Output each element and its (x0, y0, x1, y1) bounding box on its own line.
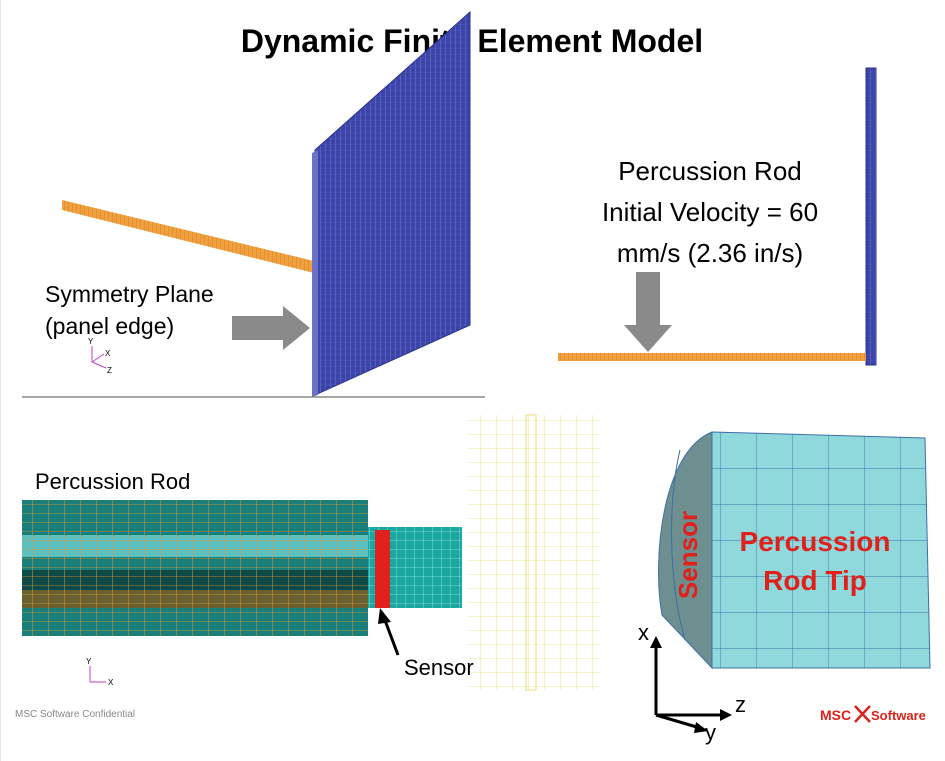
logo-text: Software (871, 708, 926, 723)
confidential: MSC Software Confidential (15, 709, 135, 720)
axis-label: z (735, 692, 746, 717)
label-line: (panel edge) (45, 313, 174, 339)
axis-triad (90, 666, 106, 682)
label-line: Percussion Rod (618, 156, 802, 186)
label-line: mm/s (2.36 in/s) (617, 238, 803, 268)
panel-edge (312, 150, 318, 397)
logo-mark (855, 706, 870, 722)
axis-label: Y (88, 337, 94, 346)
arrow (232, 306, 310, 350)
logo-text: MSC (820, 707, 851, 723)
bottom-right-view: Sensor Percussion Rod Tip x z y (638, 432, 930, 745)
rod-mesh (22, 500, 368, 636)
tip-label: Percussion (740, 526, 891, 557)
callout: Sensor (404, 655, 474, 680)
label-line: Initial Velocity = 60 (602, 197, 818, 227)
top-left-view: Symmetry Plane (panel edge) Y X Z (22, 12, 485, 397)
axis-triad (92, 346, 106, 368)
slide: Dynamic Finite Element Model Symmetry Pl… (0, 0, 945, 761)
tip-label: Rod Tip (763, 565, 867, 596)
panel (315, 12, 470, 395)
rod (558, 353, 866, 361)
axis-label: X (108, 678, 114, 687)
sensor-label: Sensor (673, 511, 703, 599)
pointer-head (378, 608, 391, 624)
sensor (375, 530, 390, 608)
title: Dynamic Finite Element Model (241, 23, 703, 59)
rod (62, 200, 318, 274)
axis-label: y (705, 720, 716, 745)
axis-label: X (105, 349, 111, 358)
label-line: Symmetry Plane (45, 281, 214, 307)
page: Dynamic Finite Element Model Symmetry Pl… (0, 0, 945, 761)
arrow-head (720, 709, 732, 721)
bottom-left-view: Percussion Rod Sensor Y X (22, 415, 600, 690)
axis-label: Y (86, 657, 92, 666)
grid (468, 415, 600, 690)
top-right-view: Percussion Rod Initial Velocity = 60 mm/… (558, 68, 876, 365)
axis-label: Z (107, 366, 112, 375)
panel (866, 68, 876, 365)
arrow-head (650, 636, 662, 648)
label: Percussion Rod (35, 469, 190, 494)
arrow (624, 272, 672, 352)
logo: MSC Software (820, 706, 926, 723)
axis-label: x (638, 620, 649, 645)
